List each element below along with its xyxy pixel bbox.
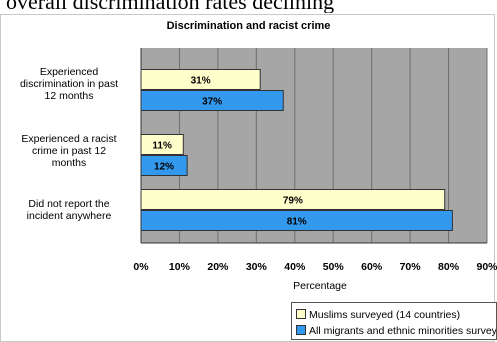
data-label-all-migrants: 12% (154, 162, 174, 173)
data-label-muslims: 11% (152, 141, 172, 152)
category-label-line: crime in past 12 (31, 145, 107, 157)
category-label-line: incident anywhere (26, 210, 112, 222)
bar-muslims (140, 189, 446, 210)
category-label-line: months (51, 157, 87, 169)
x-tick-label: 90% (476, 261, 497, 273)
category-label: Experienced discrimination in past 12 mont… (4, 66, 134, 102)
x-tick-label: 0% (133, 261, 149, 273)
x-tick-label: 70% (400, 261, 422, 273)
data-label-muslims: 31% (191, 76, 211, 87)
category-label-line: discrimination in past (19, 78, 119, 90)
x-tick-label: 30% (246, 261, 268, 273)
legend-label-all-migrants: All migrants and ethnic minorities surve… (309, 325, 497, 337)
legend-item-all-migrants: All migrants and ethnic minorities surve… (296, 324, 497, 338)
category-label-line: 12 months (44, 90, 94, 102)
x-tick-label: 60% (361, 261, 383, 273)
legend-item-muslims: Muslims surveyed (14 countries) (296, 308, 460, 322)
x-tick-label: 20% (207, 261, 229, 273)
x-tick-label: 40% (284, 261, 306, 273)
category-label: Experienced a racist crime in past 12 mont… (4, 133, 134, 169)
bar-all-migrants (140, 210, 453, 231)
bar-all-migrants (140, 155, 188, 176)
x-axis-title: Percentage (293, 280, 347, 292)
x-tick-label: 50% (323, 261, 345, 273)
chart-legend: Muslims surveyed (14 countries) All migr… (291, 302, 497, 340)
data-label-all-migrants: 81% (287, 217, 307, 228)
data-label-muslims: 79% (283, 196, 303, 207)
category-label-line: Experienced a racist (21, 133, 117, 145)
data-label-all-migrants: 37% (202, 97, 222, 108)
legend-swatch-muslims (296, 309, 306, 320)
x-tick-label: 10% (169, 261, 191, 273)
page-caption-fragment: overall discrimination rates declining (6, 0, 335, 13)
category-label-line: Did not report the (28, 198, 110, 210)
legend-swatch-all-migrants (296, 325, 306, 336)
legend-label-muslims: Muslims surveyed (14 countries) (309, 309, 461, 321)
bar-all-migrants (140, 90, 284, 111)
x-tick-label: 80% (438, 261, 460, 273)
category-label: Did not report the incident anywhere (4, 198, 134, 222)
bar-muslims (140, 134, 184, 155)
bar-muslims (140, 69, 261, 90)
category-label-line: Experienced (39, 66, 99, 78)
chart-title: Discrimination and racist crime (166, 20, 331, 32)
